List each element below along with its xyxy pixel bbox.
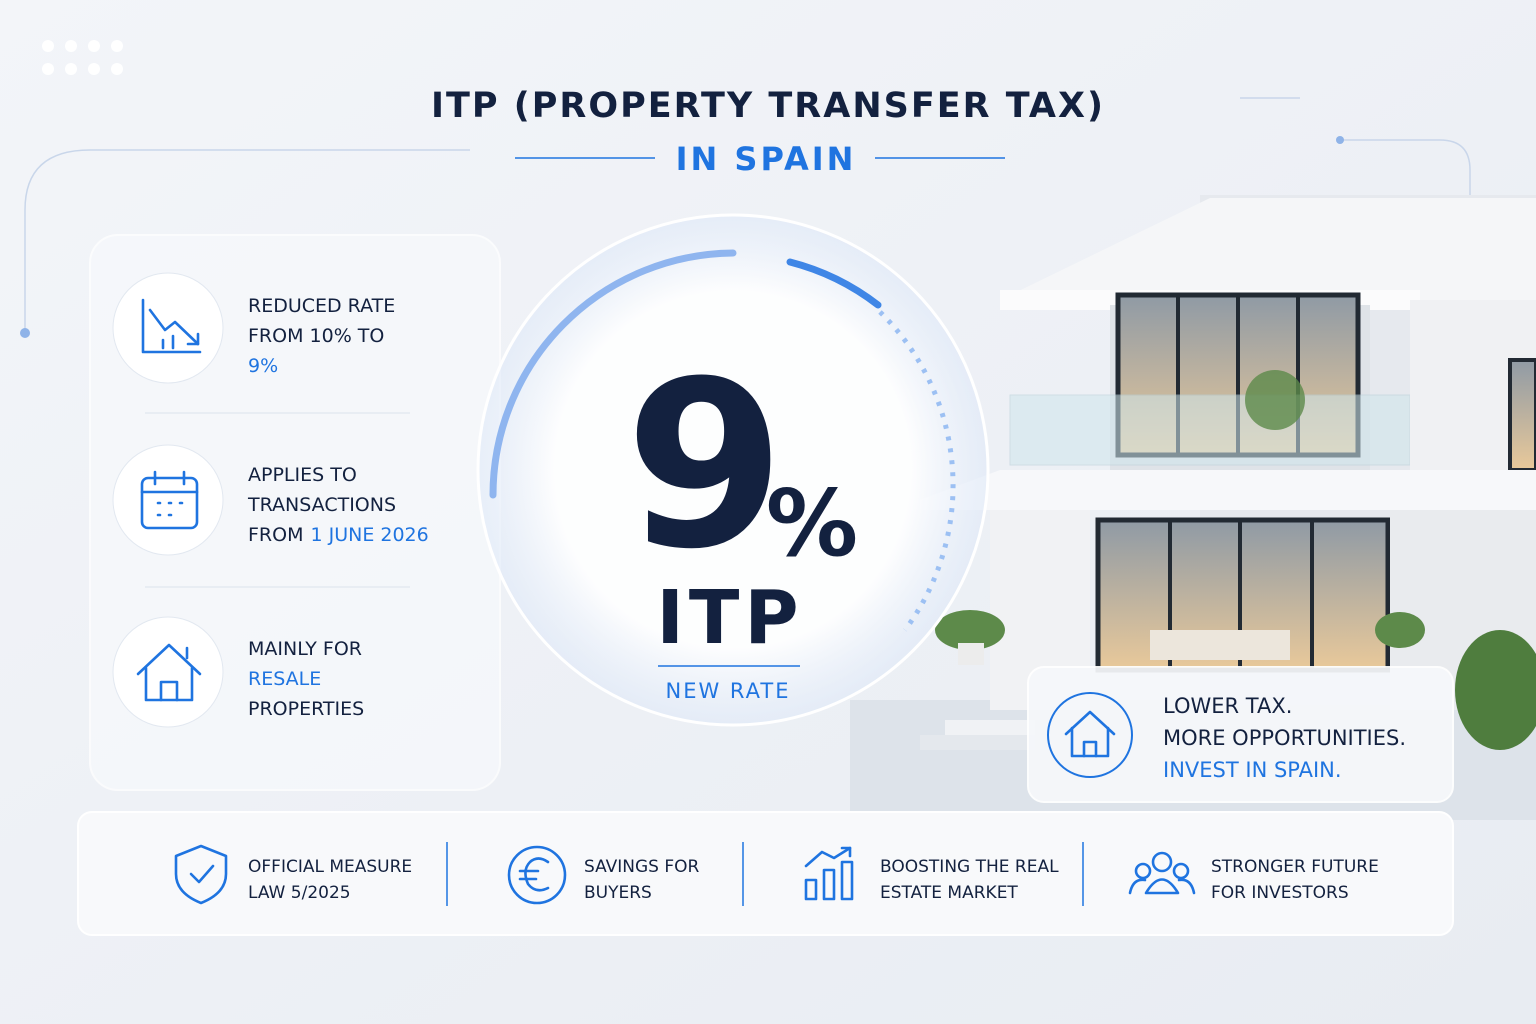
icon-growth	[804, 846, 854, 901]
text-segment: 9%	[248, 355, 278, 377]
callout-icon-ring	[1047, 692, 1133, 778]
footer-title: BOOSTING THE REAL	[880, 857, 1059, 877]
text-segment: TRANSACTIONS	[247, 494, 396, 516]
feature-line: 9%	[248, 355, 278, 377]
icon-shield	[174, 844, 228, 905]
callout-line: LOWER TAX.	[1163, 694, 1292, 718]
callout-text: LOWER TAX. MORE OPPORTUNITIES. INVEST IN S…	[1163, 694, 1406, 782]
callout-line: INVEST IN SPAIN.	[1163, 758, 1342, 782]
subtitle: IN SPAIN	[676, 140, 857, 178]
decor-dot	[1336, 136, 1344, 144]
text-segment: PROPERTIES	[248, 698, 364, 720]
hero-arc	[786, 258, 882, 309]
icon-house	[1064, 710, 1116, 758]
icon-euro	[507, 845, 567, 905]
text-segment: REDUCED RATE	[248, 295, 395, 317]
hero-rate: 9	[625, 333, 785, 600]
feature-line: FROM 1 JUNE 2026	[248, 524, 429, 546]
feature-line: TRANSACTIONS	[247, 494, 396, 516]
callout-card	[1027, 666, 1454, 803]
icon-chart-down	[141, 298, 202, 354]
text-segment: INVEST IN SPAIN.	[1163, 758, 1342, 782]
icon-calendar	[140, 470, 199, 530]
footer-subtitle: ESTATE MARKET	[880, 883, 1018, 903]
text-segment: FROM	[248, 524, 303, 546]
title: ITP (PROPERTY TRANSFER TAX)	[431, 86, 1105, 126]
footer-title: OFFICIAL MEASURE	[248, 857, 412, 877]
text-segment: MORE OPPORTUNITIES.	[1163, 726, 1406, 750]
footer-title: STRONGER FUTURE	[1211, 857, 1379, 877]
icon-people	[1128, 851, 1196, 895]
decor-dot	[20, 328, 30, 338]
feature-line: PROPERTIES	[248, 698, 364, 720]
decor-dots	[42, 40, 123, 75]
text-segment: RESALE	[248, 668, 321, 690]
hero-unit: %	[766, 470, 858, 577]
footer-title: SAVINGS FOR	[584, 857, 700, 877]
feature-icon-bg	[112, 272, 224, 728]
feature-line: APPLIES TO	[248, 464, 357, 486]
icon-house	[136, 643, 202, 702]
footer-dividers	[446, 842, 1084, 906]
feature-list: REDUCED RATE FROM 10% TO 9% APPLIES TO TRANS…	[247, 295, 429, 720]
footer-items: OFFICIAL MEASURE LAW 5/2025 SAVINGS FOR BUY…	[248, 857, 1379, 903]
hero-label: ITP	[656, 575, 803, 661]
hero-caption: NEW RATE	[666, 679, 791, 703]
text-segment: LOWER TAX.	[1163, 694, 1292, 718]
text-segment: 1 JUNE 2026	[310, 524, 428, 546]
feature-line: RESALE	[248, 668, 321, 690]
hero-arc	[489, 249, 737, 499]
footer-subtitle: BUYERS	[584, 883, 652, 903]
footer-subtitle: FOR INVESTORS	[1211, 883, 1349, 903]
feature-line: REDUCED RATE	[248, 295, 395, 317]
text-segment: MAINLY FOR	[248, 638, 362, 660]
hero-arc	[878, 310, 956, 632]
hero-ring	[476, 213, 990, 727]
text-segment: FROM 10% TO	[248, 325, 384, 347]
footer-subtitle: LAW 5/2025	[248, 883, 351, 903]
text-segment: APPLIES TO	[248, 464, 357, 486]
callout-line: MORE OPPORTUNITIES.	[1163, 726, 1406, 750]
feature-line: FROM 10% TO	[248, 325, 384, 347]
feature-line: MAINLY FOR	[248, 638, 362, 660]
footer-bar	[77, 811, 1454, 936]
decor-lines	[24, 97, 1471, 333]
